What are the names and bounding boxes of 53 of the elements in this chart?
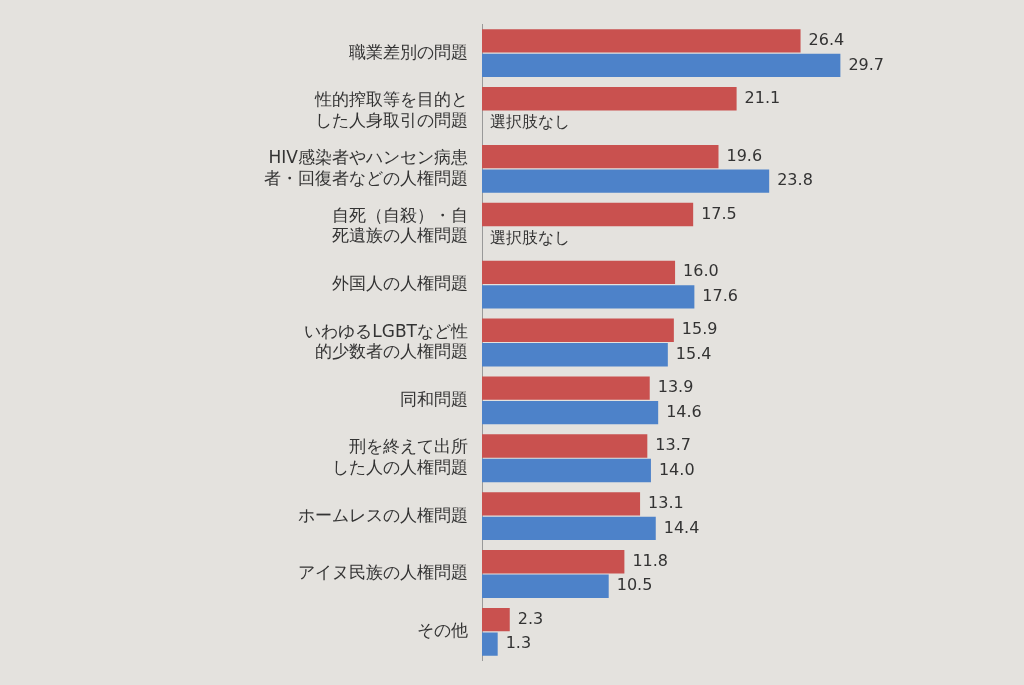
bar	[482, 632, 498, 656]
bar	[482, 400, 659, 425]
bar	[482, 492, 641, 516]
data-label: 15.4	[675, 343, 712, 363]
y-tick-label: アイヌ民族の人権問題	[298, 562, 468, 583]
y-tick-label: ホームレスの人権問題	[298, 504, 468, 525]
bar	[482, 574, 609, 598]
text: 選択肢なし	[490, 228, 570, 248]
data-label: 1.3	[505, 633, 532, 653]
bar	[482, 318, 674, 342]
data-label: 26.4	[808, 29, 845, 49]
y-tick-label: 刑を終えて出所した人の人権問題	[332, 436, 468, 477]
bar	[482, 458, 651, 483]
data-label: 15.9	[681, 319, 718, 339]
data-label: 14.0	[658, 459, 695, 479]
data-label: 17.6	[702, 286, 738, 306]
data-label: 13.7	[655, 435, 691, 455]
bar	[482, 202, 694, 227]
bar	[482, 169, 770, 193]
bar	[482, 607, 510, 632]
data-label: 11.8	[632, 550, 669, 570]
text: 選択肢なし	[490, 112, 570, 132]
data-label: 10.5	[616, 575, 653, 595]
y-tick-label: 自死（自殺）・自死遺族の人権問題	[332, 204, 468, 246]
bar	[482, 434, 648, 458]
data-label: 14.6	[666, 401, 702, 421]
data-label: 14.4	[663, 517, 700, 537]
y-tick-label: その他	[417, 620, 468, 641]
data-label: 23.8	[777, 170, 813, 190]
bar	[482, 87, 737, 111]
bar	[482, 144, 719, 169]
data-label: 16.0	[683, 261, 719, 281]
bar	[482, 550, 625, 574]
bar	[482, 285, 695, 309]
y-tick-label: 性的搾取等を目的とした人身取引の問題	[314, 89, 468, 130]
y-tick-label: 外国人の人権問題	[332, 273, 468, 294]
data-label: 2.3	[517, 608, 544, 628]
y-tick-label: HIV感染者やハンセン病患者・回復者などの人権問題	[264, 147, 468, 188]
y-tick-label: 同和問題	[400, 388, 468, 409]
bar	[482, 343, 668, 367]
data-label: 29.7	[848, 54, 885, 74]
bar	[482, 516, 656, 541]
y-tick-label: 職業差別の問題	[349, 41, 468, 62]
bar	[482, 260, 676, 285]
bar	[482, 376, 650, 400]
data-label: 13.9	[657, 377, 694, 397]
data-label: 13.1	[648, 492, 684, 512]
data-label: 19.6	[726, 145, 763, 165]
bar	[482, 53, 841, 78]
bar	[482, 29, 801, 53]
y-tick-label: いわゆるLGBTなど性的少数者の人権問題	[304, 320, 468, 362]
data-label: 21.1	[744, 87, 781, 107]
data-label: 17.5	[701, 203, 737, 223]
